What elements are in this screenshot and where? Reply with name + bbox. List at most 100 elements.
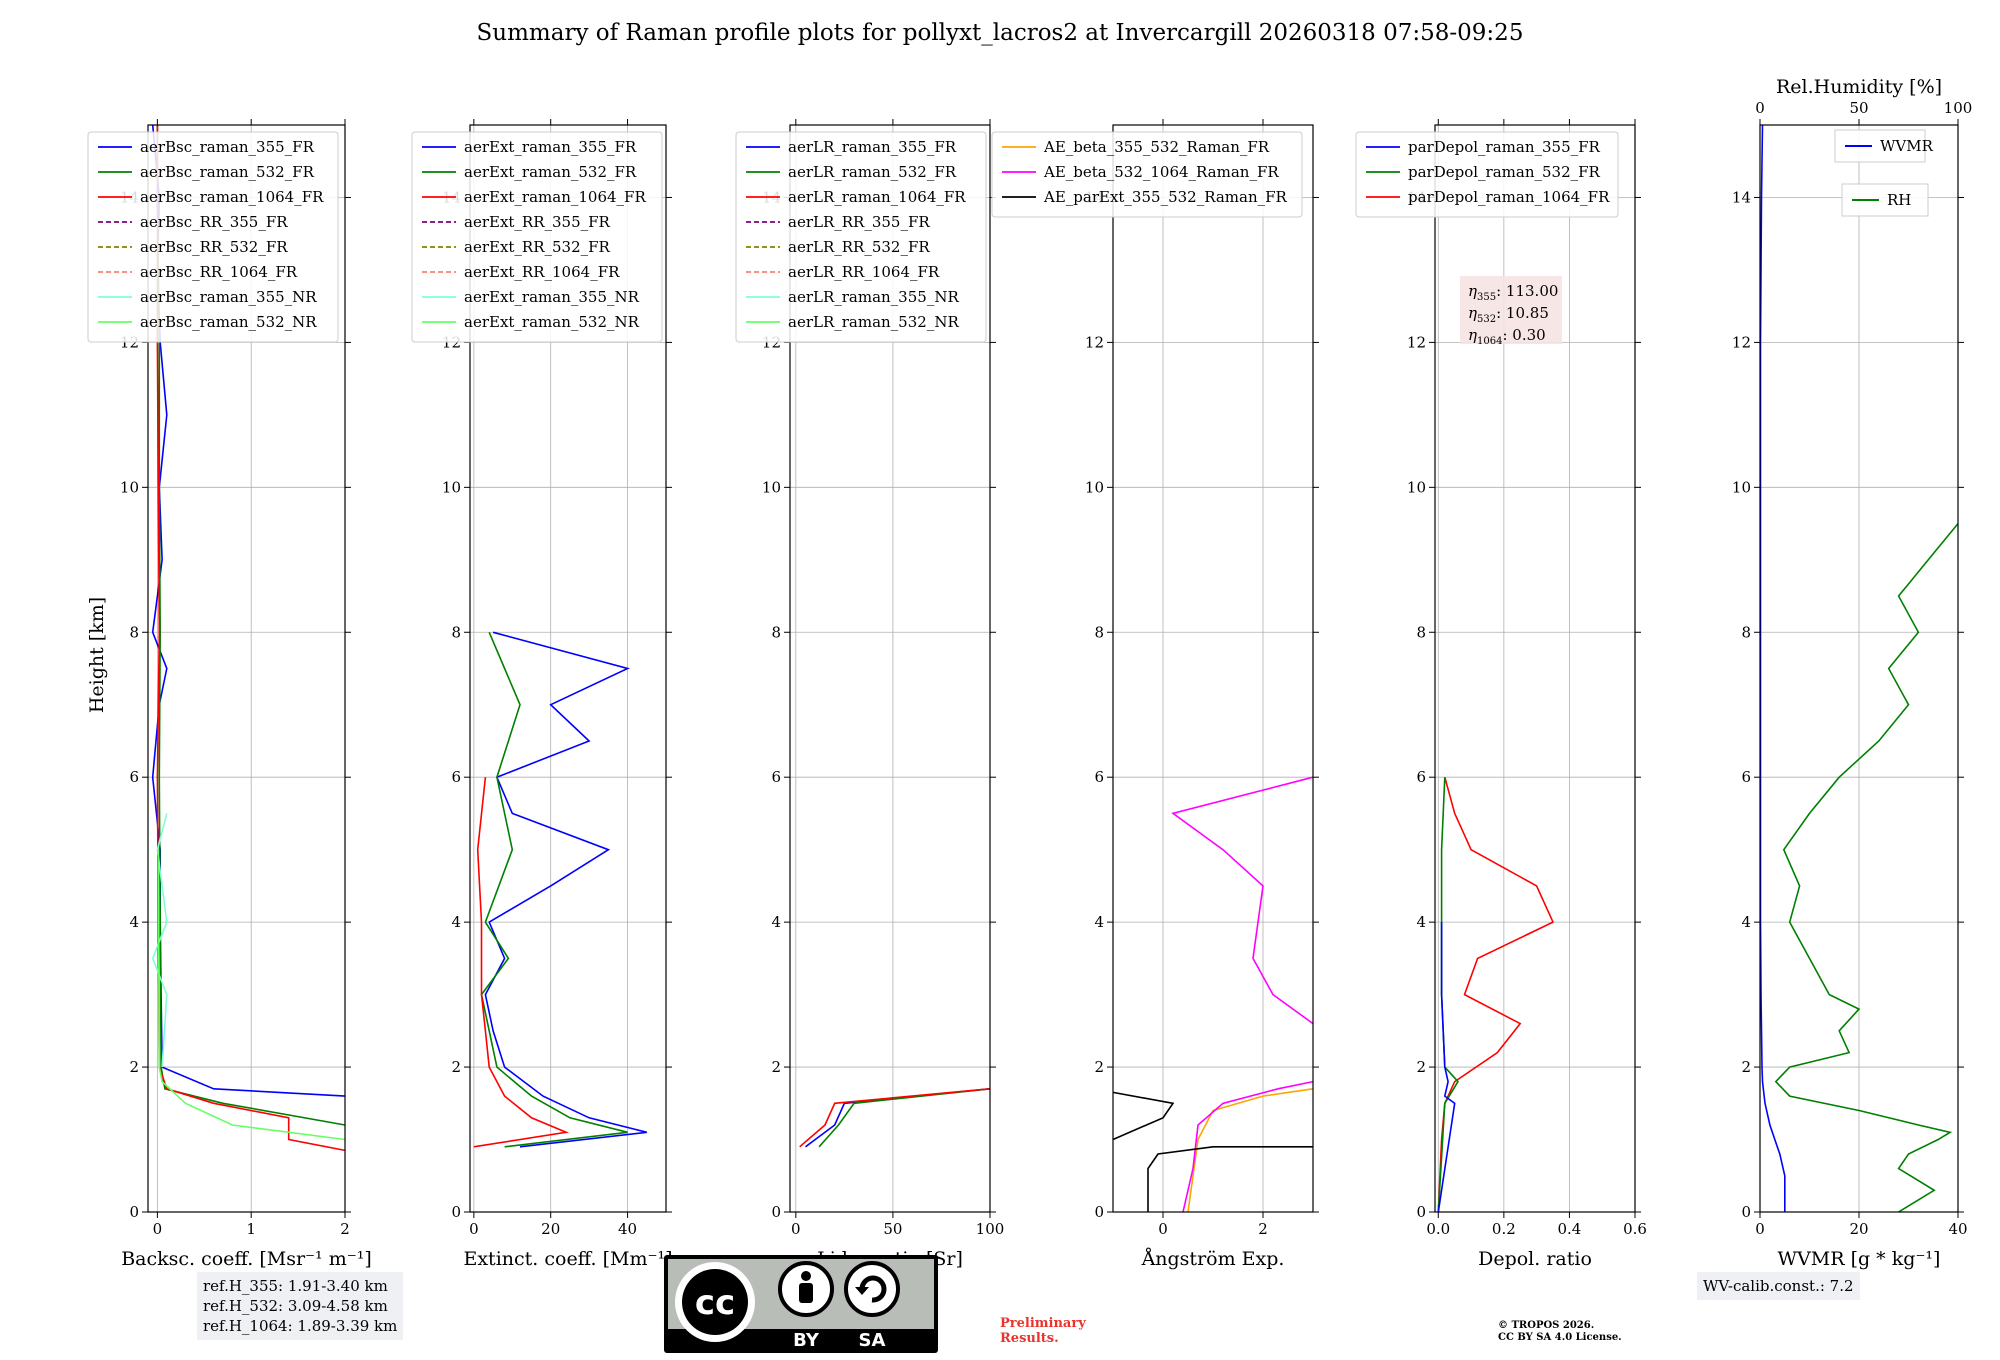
axes-frame bbox=[469, 124, 667, 1213]
eta-label: η1064: 0.30 bbox=[1468, 326, 1546, 347]
eta-value: : 0.30 bbox=[1502, 326, 1545, 344]
legend: aerBsc_raman_355_FR aerBsc_raman_532_FRae… bbox=[87, 131, 339, 343]
x-tick-label: 0 bbox=[1158, 1220, 1168, 1238]
eta-label: η532: 10.85 bbox=[1468, 304, 1549, 325]
legend: WVMR RH bbox=[1834, 129, 1934, 217]
y-axis-label: Height [km] bbox=[86, 597, 108, 713]
series-line-parDepol_raman_355_FR bbox=[1437, 922, 1456, 1213]
axes-frame bbox=[147, 124, 346, 1213]
x-tick-label: 50 bbox=[883, 1220, 902, 1238]
eta-symbol: η bbox=[1468, 282, 1477, 300]
series-line-AE_parExt_355_532_Raman_FR bbox=[1147, 1146, 1313, 1212]
y-tick-label: 2 bbox=[1741, 1058, 1751, 1076]
panel-backscatter: 01202468101214Backsc. coeff. [Msr⁻¹ m⁻¹]… bbox=[87, 119, 372, 1270]
series-line-aerExt_raman_1064_FR bbox=[473, 777, 570, 1148]
legend: aerExt_raman_355_FR aerExt_raman_532_FRae… bbox=[411, 131, 663, 343]
legend-label: parDepol_raman_532_FR bbox=[1408, 163, 1601, 181]
legend-label: aerLR_raman_1064_FR bbox=[788, 188, 966, 206]
legend-label: aerExt_raman_532_FR bbox=[464, 163, 637, 181]
y-tick-label: 6 bbox=[1094, 768, 1104, 786]
legend-label: aerExt_RR_355_FR bbox=[464, 213, 611, 231]
legend-label: aerExt_raman_1064_FR bbox=[464, 188, 646, 206]
axes-frame bbox=[1434, 124, 1636, 1213]
legend-frame bbox=[735, 131, 987, 343]
legend-label: aerBsc_RR_532_FR bbox=[140, 238, 288, 256]
y-tick-label: 10 bbox=[1407, 478, 1426, 496]
top-tick-label: 0 bbox=[1755, 99, 1765, 117]
series-line-aerExt_raman_532_FR bbox=[480, 631, 628, 1148]
x-tick-label: 20 bbox=[541, 1220, 560, 1238]
y-tick-label: 2 bbox=[1416, 1058, 1426, 1076]
eta-value: : 113.00 bbox=[1496, 282, 1558, 300]
x-tick-label: 40 bbox=[1948, 1220, 1967, 1238]
legend-frame bbox=[87, 131, 339, 343]
y-tick-label: 8 bbox=[1094, 623, 1104, 641]
cc-logo-text: cc bbox=[695, 1283, 735, 1323]
x-tick-label: 0.4 bbox=[1557, 1220, 1581, 1238]
eta-value: : 10.85 bbox=[1496, 304, 1549, 322]
y-tick-label: 4 bbox=[451, 913, 461, 931]
ref-height-532: ref.H_532: 3.09-4.58 km bbox=[203, 1297, 388, 1315]
x-tick-label: 2 bbox=[1258, 1220, 1268, 1238]
series-line-aerLR_raman_532_FR bbox=[818, 1088, 991, 1148]
legend-label: aerLR_raman_532_NR bbox=[788, 313, 959, 331]
series-line-WVMR bbox=[1759, 124, 1786, 1212]
legend-label: aerLR_RR_355_FR bbox=[788, 213, 930, 231]
x-axis-label: Depol. ratio bbox=[1478, 1248, 1592, 1270]
legend-label: aerLR_raman_355_FR bbox=[788, 138, 957, 156]
y-tick-label: 4 bbox=[1741, 913, 1751, 931]
eta-subscript: 1064 bbox=[1477, 336, 1502, 347]
series-line-AE_parExt_355_532_Raman_FR bbox=[1112, 1091, 1175, 1141]
legend-label: aerBsc_raman_1064_FR bbox=[140, 188, 324, 206]
x-tick-label: 0 bbox=[469, 1220, 479, 1238]
legend-label: AE_beta_532_1064_Raman_FR bbox=[1043, 163, 1279, 181]
eta-label: η355: 113.00 bbox=[1468, 282, 1558, 303]
eta-symbol: η bbox=[1468, 326, 1477, 344]
legend-label: parDepol_raman_355_FR bbox=[1408, 138, 1601, 156]
legend-label: AE_beta_355_532_Raman_FR bbox=[1043, 138, 1270, 156]
preliminary-line-1: Preliminary bbox=[1000, 1316, 1086, 1331]
x-axis-label: Extinct. coeff. [Mm⁻¹] bbox=[463, 1248, 672, 1270]
y-tick-label: 6 bbox=[1416, 768, 1426, 786]
series-line-aerLR_raman_1064_FR bbox=[799, 1088, 991, 1148]
top-tick-label: 50 bbox=[1849, 99, 1868, 117]
y-tick-label: 6 bbox=[1741, 768, 1751, 786]
y-tick-label: 4 bbox=[771, 913, 781, 931]
y-tick-label: 2 bbox=[451, 1058, 461, 1076]
y-tick-label: 6 bbox=[771, 768, 781, 786]
eta-subscript: 532 bbox=[1477, 314, 1496, 325]
preliminary-line-2: Results. bbox=[1000, 1331, 1059, 1346]
by-label: BY bbox=[793, 1330, 820, 1351]
y-tick-label: 10 bbox=[120, 478, 139, 496]
legend-label: AE_parExt_355_532_Raman_FR bbox=[1043, 188, 1288, 206]
legend-label: aerBsc_RR_355_FR bbox=[140, 213, 288, 231]
legend-label: aerLR_raman_355_NR bbox=[788, 288, 959, 306]
y-tick-label: 0 bbox=[1094, 1203, 1104, 1221]
y-tick-label: 8 bbox=[1741, 623, 1751, 641]
ref-height-1064: ref.H_1064: 1.89-3.39 km bbox=[203, 1317, 398, 1335]
y-tick-label: 4 bbox=[1416, 913, 1426, 931]
y-tick-label: 0 bbox=[1416, 1203, 1426, 1221]
x-tick-label: 0 bbox=[791, 1220, 801, 1238]
legend-label: aerExt_raman_355_FR bbox=[464, 138, 637, 156]
y-tick-label: 0 bbox=[451, 1203, 461, 1221]
x-tick-label: 0.6 bbox=[1623, 1220, 1647, 1238]
x-tick-label: 100 bbox=[976, 1220, 1005, 1238]
x-tick-label: 20 bbox=[1849, 1220, 1868, 1238]
x-tick-label: 2 bbox=[340, 1220, 350, 1238]
y-tick-label: 0 bbox=[1741, 1203, 1751, 1221]
axes-frame bbox=[1112, 124, 1314, 1213]
x-tick-label: 0.2 bbox=[1492, 1220, 1516, 1238]
y-tick-label: 4 bbox=[1094, 913, 1104, 931]
y-tick-label: 14 bbox=[1732, 188, 1751, 206]
y-tick-label: 12 bbox=[1407, 333, 1426, 351]
preliminary-note: Preliminary Results. bbox=[1000, 1316, 1086, 1346]
copyright-line-2: CC BY SA 4.0 License. bbox=[1498, 1332, 1622, 1343]
panel-angstrom: 0202468101214Ångström Exp.AE_beta_355_53… bbox=[991, 119, 1319, 1270]
eta-subscript: 355 bbox=[1477, 292, 1496, 303]
x-tick-label: 0 bbox=[153, 1220, 163, 1238]
legend-label: aerExt_raman_355_NR bbox=[464, 288, 640, 306]
wv-calib-box: WV-calib.const.: 7.2 bbox=[1697, 1272, 1860, 1300]
series-line-RH bbox=[1774, 523, 1959, 1213]
x-tick-label: 1 bbox=[246, 1220, 256, 1238]
